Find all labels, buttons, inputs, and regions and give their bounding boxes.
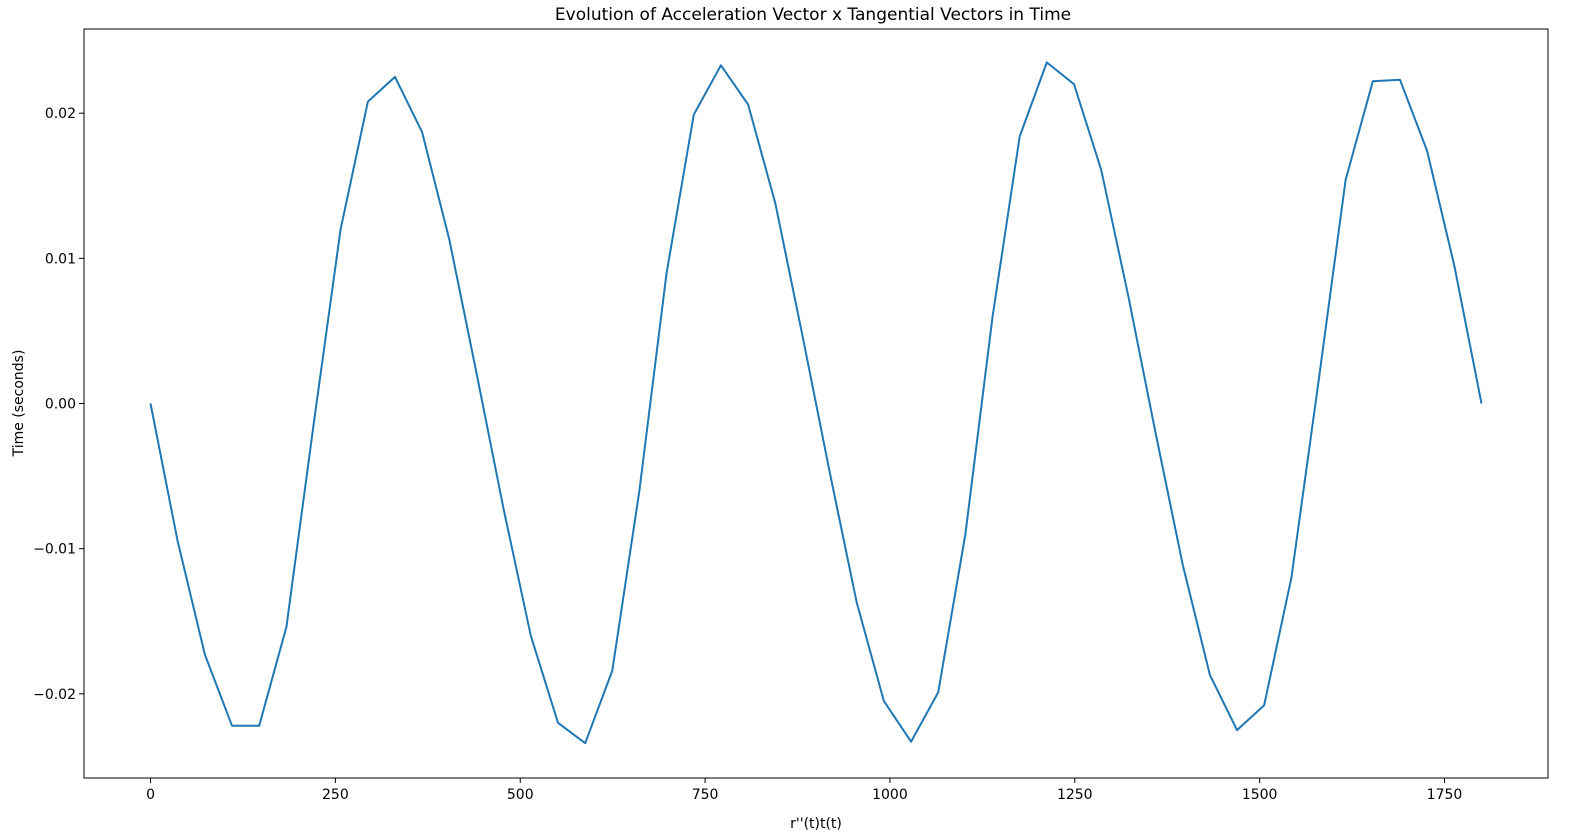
y-axis-ticks: −0.02 −0.01 0.00 0.01 0.02	[33, 106, 84, 703]
plot-area	[149, 61, 1483, 745]
x-axis-ticks: 0 250 500 750 1000 1250 1500 1750	[146, 778, 1462, 803]
y-axis-label: Time (seconds)	[11, 350, 27, 458]
x-tick-label: 1500	[1242, 787, 1278, 803]
x-tick-label: 0	[146, 787, 155, 803]
y-tick-label: 0.02	[45, 106, 76, 122]
x-tick-label: 1750	[1427, 787, 1463, 803]
x-tick-label: 1250	[1057, 787, 1093, 803]
y-tick-label: 0.00	[45, 397, 76, 413]
y-tick-label: 0.01	[45, 251, 76, 267]
x-axis-label: r''(t)t(t)	[790, 816, 842, 832]
y-tick-label: −0.01	[33, 542, 76, 558]
x-tick-label: 500	[507, 787, 534, 803]
x-tick-label: 1000	[872, 787, 908, 803]
y-tick-label: −0.02	[33, 687, 76, 703]
x-tick-label: 750	[692, 787, 719, 803]
series-line	[149, 61, 1483, 745]
chart-title: Evolution of Acceleration Vector x Tange…	[555, 5, 1071, 25]
x-tick-label: 250	[322, 787, 349, 803]
